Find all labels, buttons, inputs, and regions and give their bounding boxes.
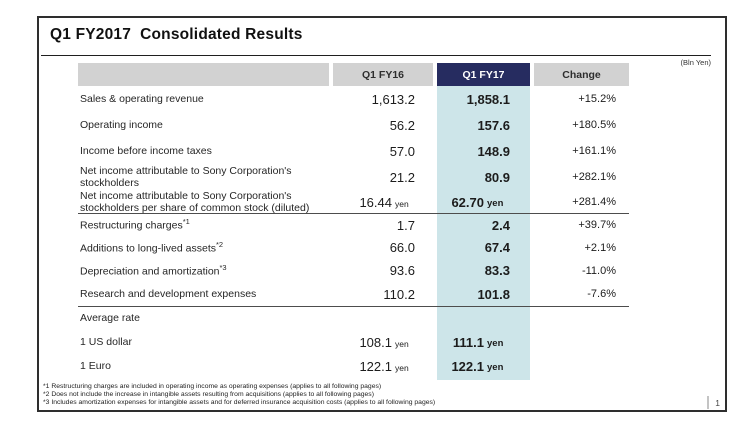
table-row: Operating income 56.2 157.6 +180.5%	[78, 112, 629, 138]
fy17-value: 2.4	[491, 217, 510, 233]
table-row: 1 US dollar 108.1 yen 111.1 yen	[78, 330, 629, 354]
table-row: Average rate	[78, 306, 629, 330]
fy17-value: 62.70 yen	[437, 190, 530, 215]
unit-note: (Bln Yen)	[680, 58, 711, 67]
yen-unit: yen	[487, 338, 504, 349]
change-value: +161.1%	[572, 145, 616, 157]
page-number-divider	[707, 396, 710, 409]
results-table: Q1 FY16 Q1 FY17 Change Sales & operating…	[78, 63, 629, 380]
fy17-highlight-strip	[437, 86, 530, 380]
fy16-value	[333, 307, 433, 330]
footnote: *3 Includes amortization expenses for in…	[43, 398, 436, 406]
page-number-value: 1	[715, 397, 720, 408]
fy16-value: 122.1 yen	[333, 354, 433, 378]
change-value: -11.0%	[581, 264, 616, 277]
table-row: Sales & operating revenue 1,613.2 1,858.…	[78, 86, 629, 112]
column-header-q1fy16: Q1 FY16	[333, 63, 433, 86]
fy17-value: 67.4	[484, 240, 510, 255]
footnote-marker: *3	[219, 262, 227, 272]
yen-unit: yen	[487, 198, 504, 210]
yen-unit: yen	[395, 199, 409, 210]
row-label: Average rate	[80, 312, 140, 325]
row-label: 1 Euro	[80, 359, 111, 372]
row-label: Depreciation and amortization*3	[80, 262, 227, 278]
fy16-value: 1.7	[396, 217, 415, 233]
fy17-value: 83.3	[484, 263, 510, 278]
table-row: Additions to long-lived assets*2 66.0 67…	[78, 236, 629, 259]
row-label: Operating income	[80, 118, 163, 131]
table-header: Q1 FY16 Q1 FY17 Change	[78, 63, 629, 86]
footnotes: *1 Restructuring charges are included in…	[43, 383, 435, 406]
column-header-q1fy17: Q1 FY17	[437, 63, 530, 86]
column-header-blank	[78, 63, 329, 86]
fy17-value: 1,858.1	[466, 91, 510, 107]
table-row: Net income attributable to Sony Corporat…	[78, 190, 629, 215]
fy16-value: 1,613.2	[371, 91, 415, 107]
yen-unit: yen	[487, 362, 504, 373]
row-label: 1 US dollar	[80, 335, 132, 348]
change-value	[534, 307, 629, 330]
slide-frame: Q1 FY2017 Consolidated Results (Bln Yen)…	[37, 16, 727, 412]
change-value: +282.1%	[572, 171, 616, 183]
fy17-value	[437, 307, 530, 330]
fy17-value: 111.1 yen	[437, 330, 530, 354]
table-row: 1 Euro 122.1 yen 122.1 yen	[78, 354, 629, 378]
row-label: Research and development expenses	[80, 287, 257, 300]
change-value: +180.5%	[572, 119, 616, 131]
row-label: Income before income taxes	[80, 144, 212, 157]
yen-unit: yen	[395, 339, 409, 349]
page-title: Q1 FY2017 Consolidated Results	[50, 26, 303, 43]
column-header-change: Change	[534, 63, 629, 86]
fy16-value: 16.44 yen	[333, 190, 433, 215]
fy16-value: 108.1 yen	[333, 330, 433, 354]
table-row: Research and development expenses 110.2 …	[78, 282, 629, 306]
change-value	[534, 354, 629, 378]
fy17-value: 157.6	[477, 117, 510, 133]
footnote: *2 Does not include the increase in inta…	[43, 390, 374, 398]
row-label: Restructuring charges*1	[80, 217, 190, 232]
fy16-value: 110.2	[383, 286, 415, 302]
row-label: Additions to long-lived assets*2	[80, 239, 224, 255]
fy16-value: 57.0	[389, 143, 415, 159]
fy17-value: 80.9	[484, 169, 510, 185]
fy17-value: 101.8	[477, 286, 510, 302]
footnote-marker: *1	[182, 217, 190, 227]
fy17-value: 122.1 yen	[437, 354, 530, 378]
fy17-value: 148.9	[477, 143, 510, 159]
change-value	[534, 330, 629, 354]
results-table-body: Sales & operating revenue 1,613.2 1,858.…	[78, 86, 629, 380]
change-value: +281.4%	[572, 196, 616, 209]
fy16-value: 21.2	[389, 169, 415, 185]
row-label: Sales & operating revenue	[80, 92, 204, 105]
table-row: Net income attributable to Sony Corporat…	[78, 164, 629, 190]
change-value: +15.2%	[578, 93, 616, 105]
footnote-marker: *2	[216, 239, 224, 249]
change-value: +2.1%	[584, 241, 617, 254]
yen-unit: yen	[395, 363, 409, 373]
footnote: *1 Restructuring charges are included in…	[43, 383, 382, 390]
change-value: -7.6%	[587, 288, 616, 300]
table-row: Income before income taxes 57.0 148.9 +1…	[78, 138, 629, 164]
page-number: 1	[707, 396, 720, 409]
change-value: +39.7%	[578, 219, 616, 231]
row-label: Net income attributable to Sony Corporat…	[80, 164, 292, 189]
table-row: Depreciation and amortization*3 93.6 83.…	[78, 259, 629, 282]
fy16-value: 66.0	[389, 240, 415, 255]
table-row: Restructuring charges*1 1.7 2.4 +39.7%	[78, 213, 629, 236]
row-label: Net income attributable to Sony Corporat…	[80, 190, 310, 215]
fy16-value: 93.6	[389, 263, 415, 278]
title-rule	[41, 55, 711, 56]
fy16-value: 56.2	[389, 117, 415, 133]
